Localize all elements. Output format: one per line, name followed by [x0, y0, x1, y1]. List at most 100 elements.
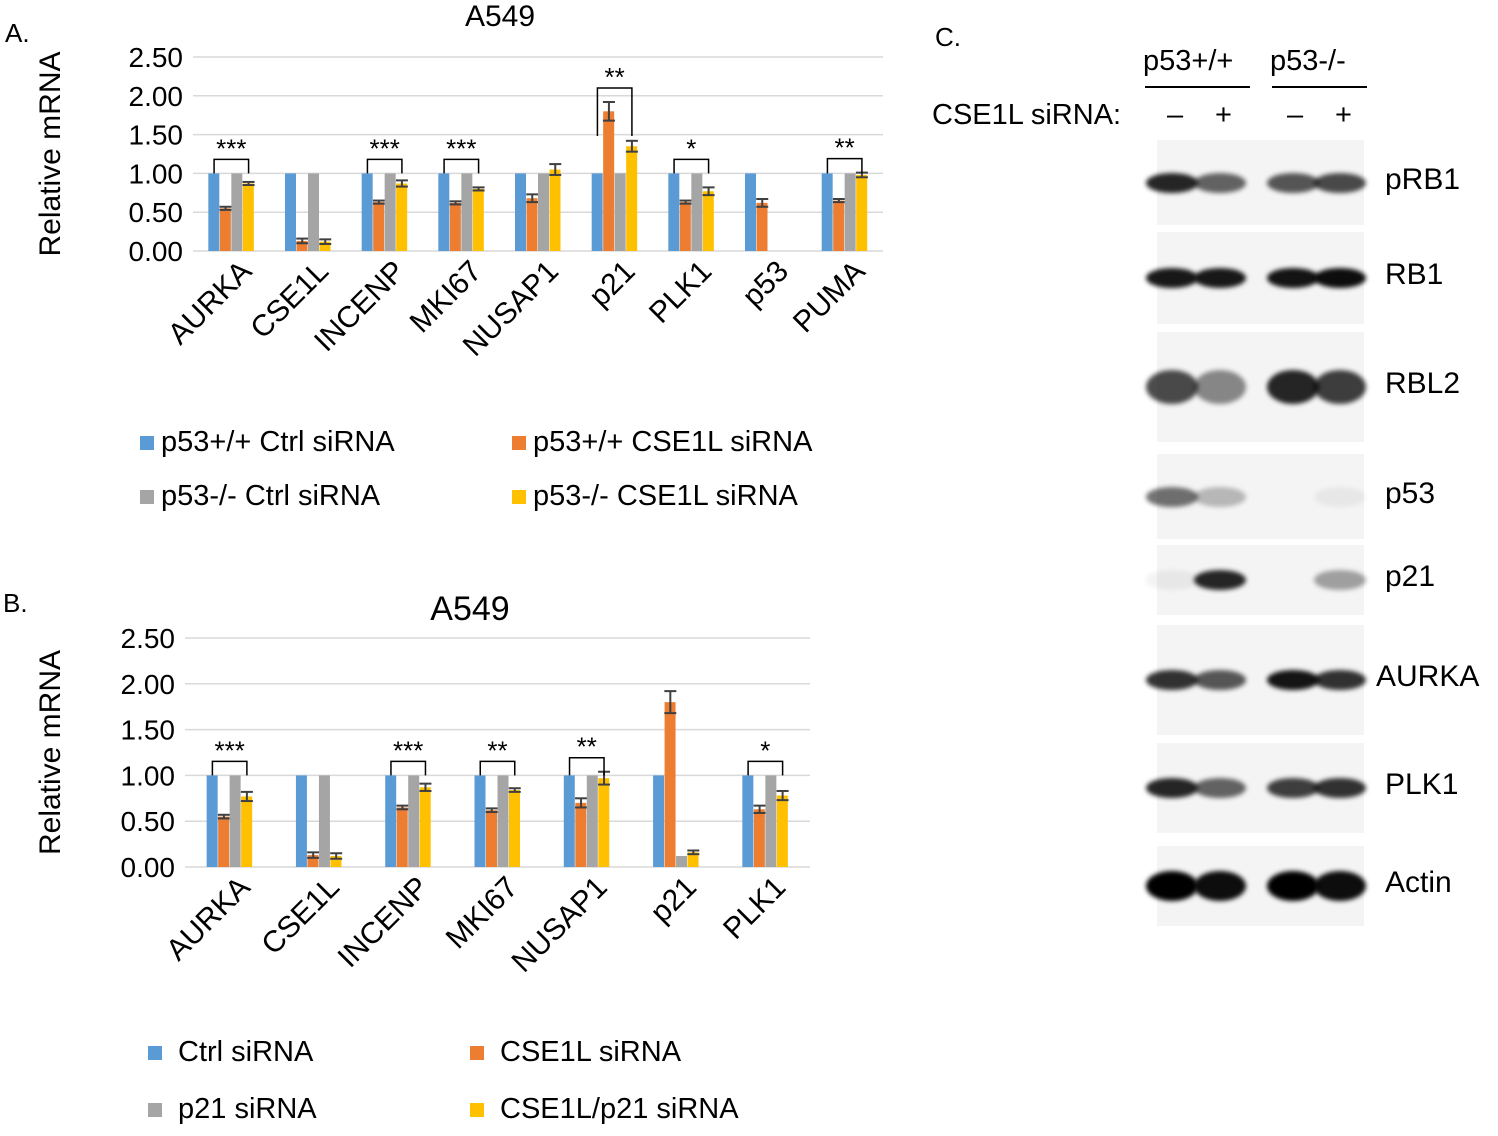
- blot-panel-p53: [1146, 454, 1366, 539]
- protein-label-aurka: AURKA: [1376, 660, 1480, 693]
- error-bar: [602, 101, 615, 122]
- bar-p53-ctrl-sirna-mki67: [461, 173, 473, 251]
- band-rb1-lane-1: [1146, 268, 1198, 288]
- legend-entry: p53+/+ CSE1L siRNA: [512, 426, 813, 458]
- significance-bracket: ***: [366, 133, 403, 174]
- bar-cse1l-sirna-plk1: [753, 809, 765, 867]
- protein-label-prb1: pRB1: [1385, 162, 1461, 196]
- bar-cse1l-sirna-p21: [664, 702, 676, 867]
- legend-swatch: [470, 1103, 484, 1117]
- y-tick-label: 2.50: [129, 42, 184, 73]
- error-bar: [575, 797, 588, 809]
- error-bar: [679, 199, 692, 205]
- blot-panel-actin: [1146, 846, 1366, 926]
- bar-p53-ctrl-sirna-nusap1: [515, 173, 526, 251]
- bracket-line: [443, 158, 480, 174]
- x-tick-label: PLK1: [643, 255, 718, 330]
- bracket-line: [596, 87, 633, 137]
- bar-p53-cse1l-sirna-aurka: [219, 208, 231, 251]
- band-actin-lane-2: [1194, 871, 1246, 901]
- bar-cse1l-p21-sirna-plk1: [776, 795, 788, 867]
- legend-swatch: [148, 1103, 162, 1117]
- significance-bracket: **: [568, 732, 605, 776]
- significance-label: **: [835, 133, 855, 163]
- band-plk1-lane-4: [1314, 778, 1366, 798]
- bar-p53-cse1l-sirna-mki67: [449, 202, 461, 251]
- x-tick-label: AURKA: [160, 871, 256, 967]
- bracket-line: [213, 158, 250, 174]
- bar-p53-cse1l-sirna-puma: [833, 200, 845, 251]
- legend-label: CSE1L/p21 siRNA: [500, 1093, 739, 1125]
- error-bar: [625, 139, 638, 153]
- error-bar: [296, 237, 309, 245]
- significance-label: **: [487, 735, 507, 765]
- bar-p53-cse1l-sirna-nusap1: [549, 169, 561, 251]
- bar-p53-ctrl-sirna-mki67: [438, 173, 450, 251]
- bar-p53-ctrl-sirna-plk1: [668, 173, 680, 251]
- x-tick-label: AURKA: [162, 255, 258, 351]
- band-aurka-lane-2: [1194, 670, 1246, 690]
- error-bar: [664, 690, 677, 715]
- band-rbl2-lane-4: [1314, 370, 1366, 404]
- y-tick-label: 2.50: [121, 623, 176, 654]
- group-underline-p53-ko: [1272, 86, 1367, 88]
- protein-label-rbl2: RBL2: [1385, 367, 1461, 400]
- bar-cse1l-p21-sirna-mki67: [509, 790, 520, 867]
- bar-ctrl-sirna-mki67: [474, 775, 486, 867]
- bar-p53-cse1l-sirna-puma: [856, 174, 868, 251]
- bar-p53-cse1l-sirna-nusap1: [526, 198, 538, 251]
- y-tick-label: 0.50: [121, 806, 176, 837]
- bar-cse1l-p21-sirna-aurka: [241, 796, 253, 867]
- significance-label: ***: [393, 735, 423, 765]
- x-tick-label: p21: [644, 871, 703, 930]
- x-tick-label: p21: [583, 255, 642, 314]
- band-prb1-lane-4: [1314, 172, 1366, 193]
- legend-entry: p21 siRNA: [148, 1093, 317, 1125]
- bar-p21-sirna-mki67: [497, 775, 509, 867]
- error-bar: [419, 782, 432, 792]
- group-underline-p53-wt: [1145, 86, 1250, 88]
- error-bar: [526, 193, 539, 204]
- band-aurka-lane-3: [1267, 670, 1319, 690]
- significance-label: ***: [214, 735, 244, 765]
- y-tick-label: 1.50: [129, 120, 184, 151]
- legend-swatch: [140, 490, 154, 504]
- band-rb1-lane-2: [1194, 268, 1246, 288]
- legend-swatch: [470, 1046, 484, 1060]
- band-p21-lane-4: [1314, 570, 1366, 590]
- bar-ctrl-sirna-cse1l: [295, 775, 307, 867]
- bar-cse1l-sirna-nusap1: [575, 802, 587, 867]
- significance-bracket: ***: [211, 735, 248, 776]
- bar-p21-sirna-incenp: [408, 775, 420, 867]
- bar-p53-ctrl-sirna-aurka: [231, 173, 243, 251]
- bar-ctrl-sirna-incenp: [385, 775, 397, 867]
- error-bar: [396, 804, 409, 811]
- chart-a: A. A549 Relative mRNA 0.00 0.50 1.00 1.50 2.00 2…: [5, 0, 883, 512]
- bar-cse1l-p21-sirna-incenp: [419, 787, 431, 867]
- bar-p53-ctrl-sirna-nusap1: [538, 173, 549, 251]
- error-bar: [776, 789, 789, 802]
- bracket-line: [673, 158, 710, 174]
- chart-title: A549: [430, 590, 509, 628]
- significance-label: *: [686, 133, 696, 163]
- significance-label: ***: [369, 133, 399, 163]
- sirna-row-label: CSE1L siRNA:: [932, 99, 1122, 131]
- panel-letter: B.: [3, 588, 28, 618]
- error-bar: [307, 851, 320, 859]
- error-bar: [372, 199, 385, 205]
- legend-label: Ctrl siRNA: [178, 1036, 314, 1068]
- bar-cse1l-sirna-aurka: [218, 816, 230, 867]
- error-bar: [330, 852, 343, 860]
- group-label-p53-ko: p53-/-: [1270, 45, 1346, 77]
- band-plk1-lane-3: [1267, 778, 1319, 798]
- bar-p53-cse1l-sirna-aurka: [242, 183, 254, 251]
- bar-p53-ctrl-sirna-plk1: [691, 173, 703, 251]
- bar-p53-cse1l-sirna-plk1: [702, 191, 714, 251]
- error-bar: [702, 186, 715, 197]
- y-tick-label: 2.00: [121, 669, 176, 700]
- legend-entry: CSE1L siRNA: [470, 1036, 682, 1068]
- bracket-line: [747, 760, 784, 776]
- significance-label: **: [605, 62, 625, 92]
- protein-label-rb1: RB1: [1385, 258, 1444, 291]
- band-actin-lane-1: [1146, 871, 1198, 901]
